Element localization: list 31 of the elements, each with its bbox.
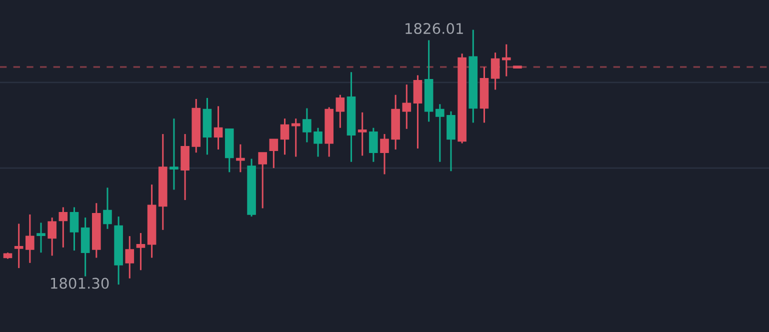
candlestick — [70, 206, 79, 252]
candlestick — [413, 74, 422, 150]
candlestick — [136, 232, 146, 271]
candlestick — [103, 186, 112, 230]
candlestick — [58, 206, 68, 248]
candlestick — [380, 133, 389, 176]
candlestick — [214, 105, 223, 150]
candlestick — [446, 110, 456, 172]
candlestick — [302, 107, 312, 144]
candlestick — [358, 112, 367, 156]
candlestick — [402, 84, 412, 130]
candlestick — [280, 118, 290, 156]
candlestick — [435, 103, 444, 163]
candlestick — [14, 222, 24, 269]
candlestick — [180, 133, 190, 201]
candlestick — [36, 222, 46, 254]
candlestick — [236, 144, 245, 173]
candlestick — [502, 44, 511, 78]
candlestick — [48, 216, 56, 256]
annotation: 1801.30 — [50, 278, 109, 289]
candlestick — [336, 94, 345, 129]
candlestick — [291, 118, 300, 158]
candlestick — [258, 152, 268, 210]
annotation: 1826.01 — [406, 23, 463, 34]
candlestick — [314, 127, 322, 158]
candlestick — [170, 118, 178, 190]
candlestick — [26, 214, 34, 264]
candlestick — [490, 52, 500, 90]
candlestick — [269, 138, 278, 169]
candlestick — [369, 127, 378, 163]
candlestick — [125, 235, 134, 280]
